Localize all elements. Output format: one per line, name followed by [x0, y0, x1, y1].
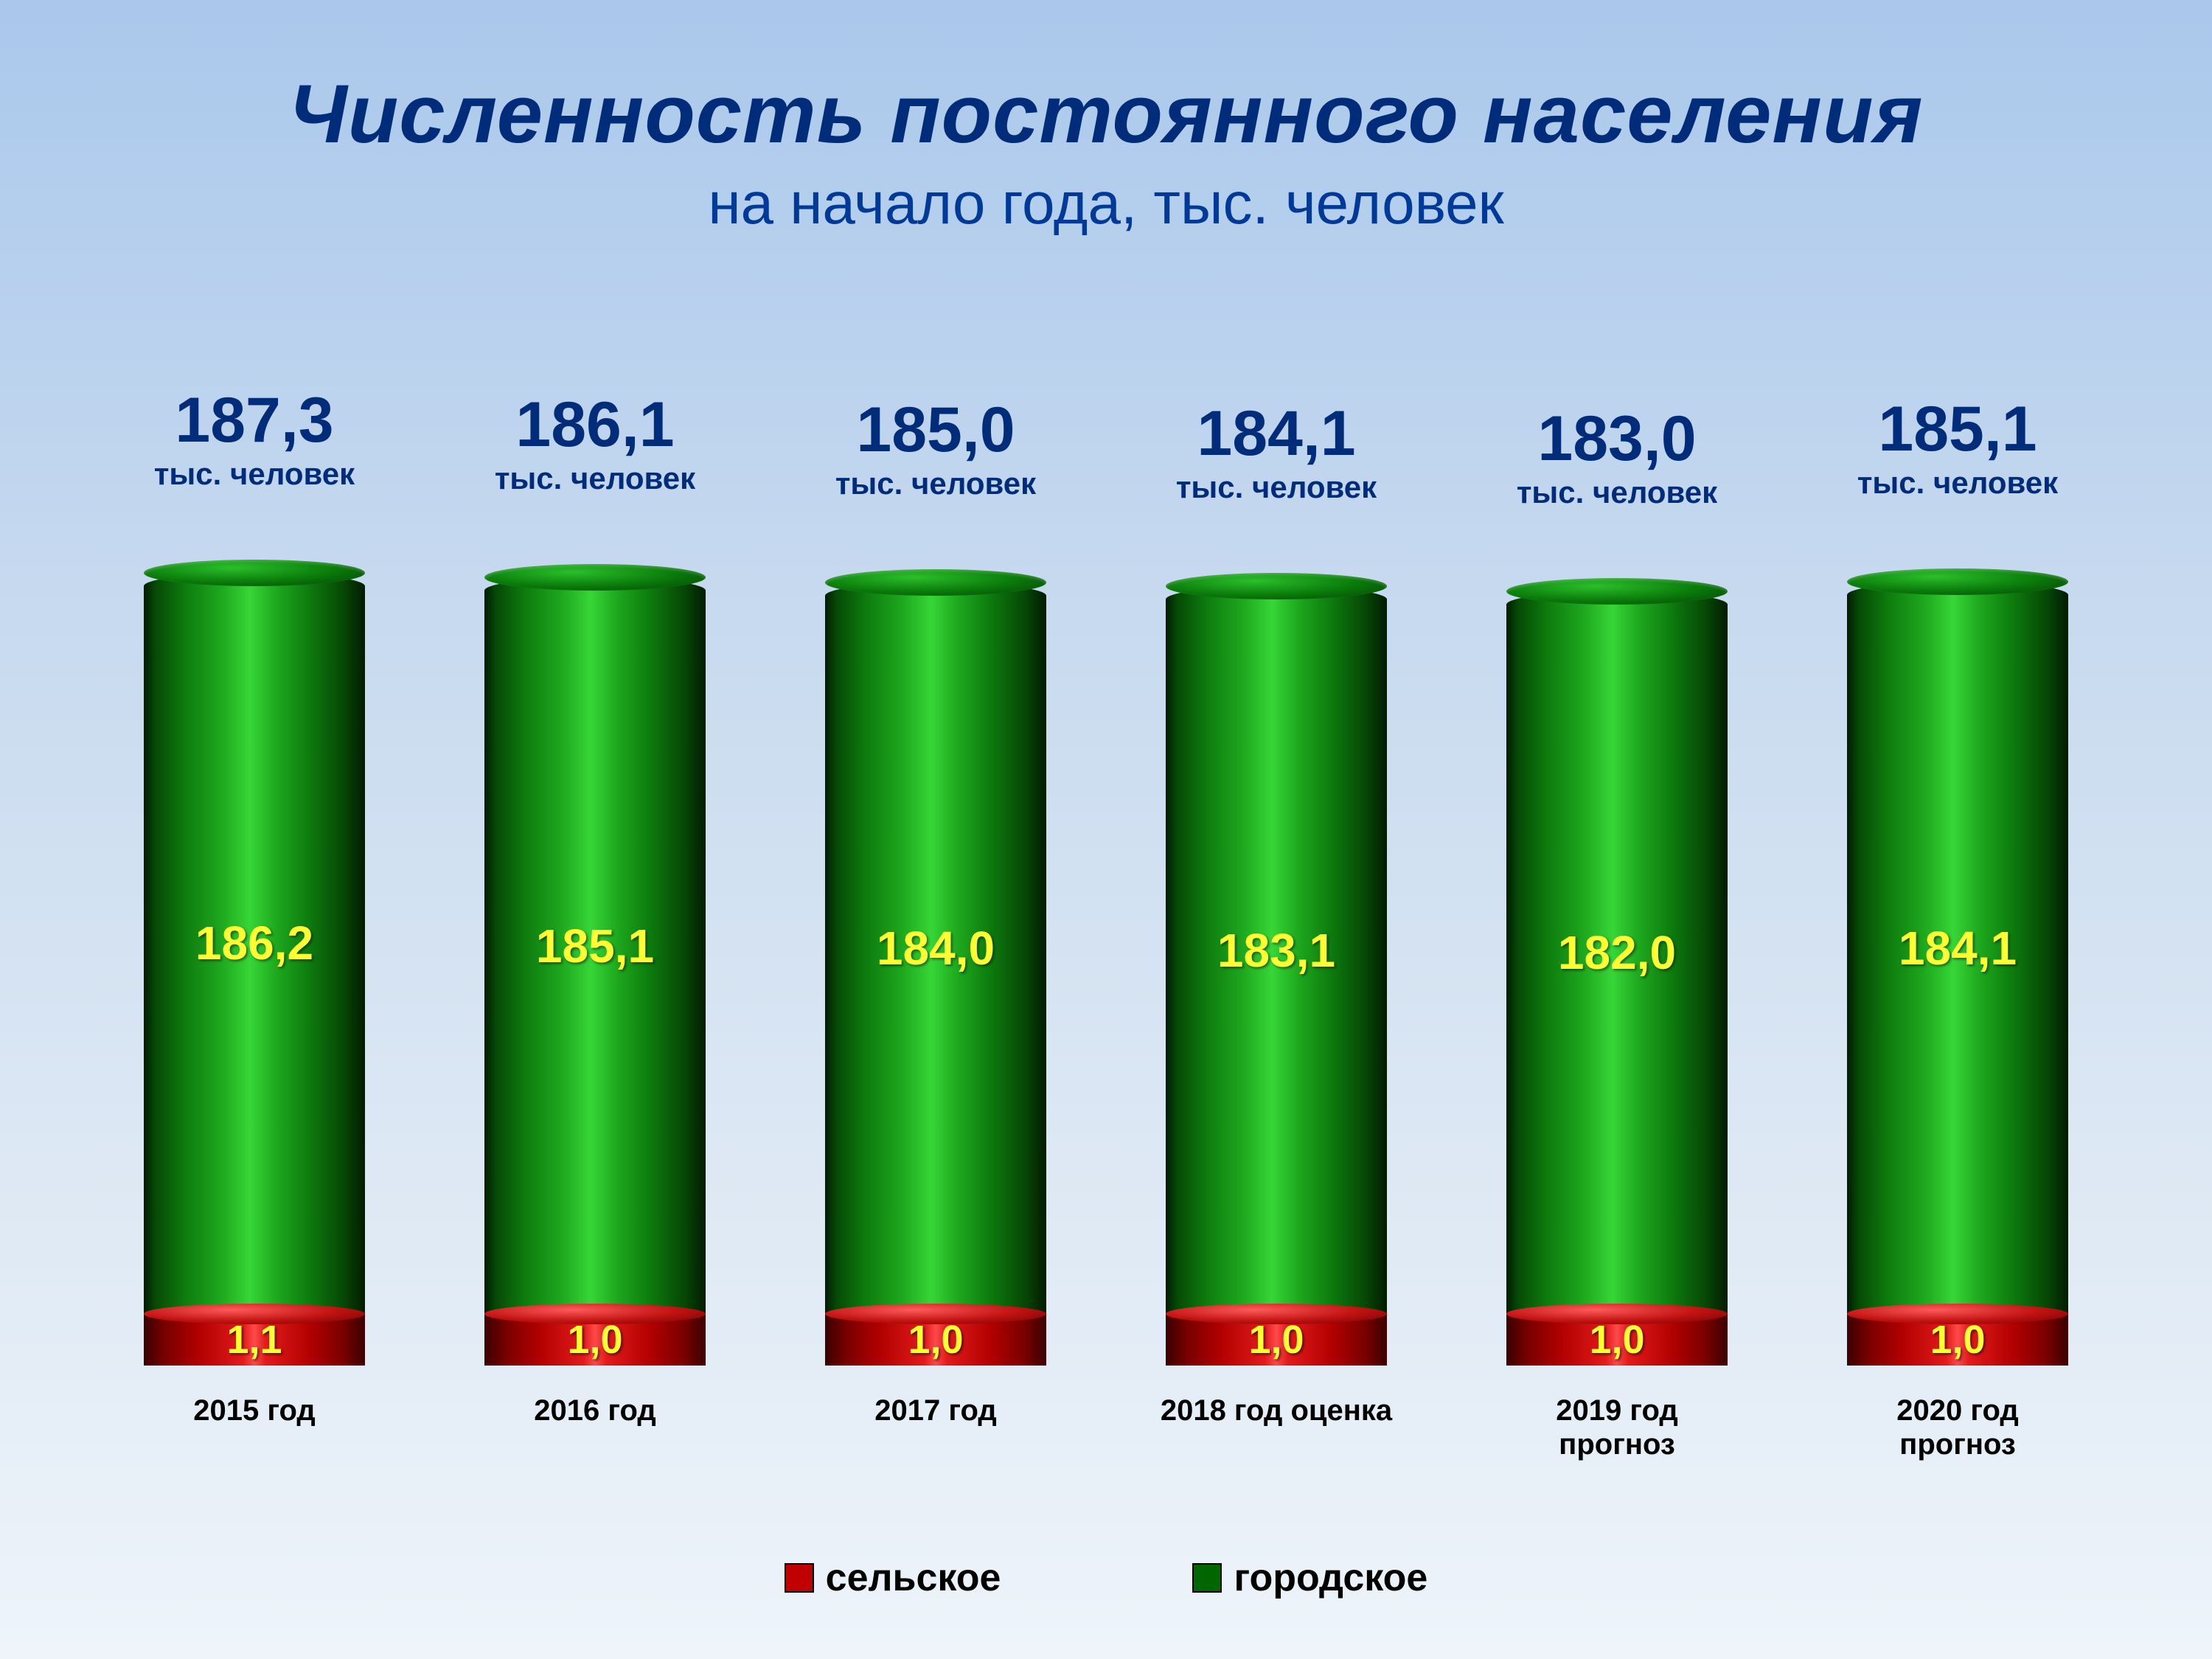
bar-total: 185,0 тыс. человек — [835, 398, 1036, 501]
legend: сельское городское — [0, 1556, 2212, 1600]
bar-total-value: 185,0 — [835, 398, 1036, 462]
cylinder: 185,1 1,0 — [484, 577, 706, 1366]
bar-total: 183,0 тыс. человек — [1517, 407, 1717, 510]
bar-total: 187,3 тыс. человек — [154, 389, 355, 492]
slide: Численность постоянного населения на нач… — [0, 0, 2212, 1659]
x-axis-label: 2015 год — [193, 1394, 316, 1467]
chart-area: 187,3 тыс. человек 186,2 1,1 2015 год 186,1 ты… — [111, 383, 2101, 1467]
bar-group: 185,0 тыс. человек 184,0 1,0 2017 год — [792, 398, 1079, 1467]
bar-total-unit: тыс. человек — [1857, 465, 2058, 501]
segment-urban: 183,1 — [1166, 586, 1387, 1314]
legend-swatch-rural — [785, 1563, 814, 1593]
x-axis-label: 2016 год — [534, 1394, 656, 1467]
bar-total-value: 186,1 — [495, 393, 695, 456]
legend-swatch-urban — [1192, 1563, 1222, 1593]
bar-total-unit: тыс. человек — [1517, 475, 1717, 510]
segment-urban: 186,2 — [144, 573, 365, 1314]
bar-total-unit: тыс. человек — [1176, 470, 1377, 505]
cylinder: 183,1 1,0 — [1166, 586, 1387, 1366]
chart-subtitle: на начало года, тыс. человек — [0, 170, 2212, 237]
cylinder: 182,0 1,0 — [1506, 591, 1728, 1366]
cylinder: 184,0 1,0 — [825, 582, 1046, 1366]
bar-total-value: 183,0 — [1517, 407, 1717, 470]
cylinder-top — [1506, 578, 1728, 605]
bar-total-unit: тыс. человек — [154, 456, 355, 492]
segment-urban-label: 184,0 — [877, 921, 995, 975]
segment-urban-label: 183,1 — [1217, 923, 1335, 978]
legend-label-rural: сельское — [826, 1556, 1001, 1600]
segment-rural-label: 1,0 — [1930, 1317, 1985, 1363]
bar-total: 184,1 тыс. человек — [1176, 402, 1377, 505]
bar-group: 184,1 тыс. человек 183,1 1,0 2018 год оценка — [1133, 402, 1420, 1467]
segment-rural-label: 1,0 — [1589, 1317, 1644, 1363]
segment-rural-label: 1,0 — [1248, 1317, 1304, 1363]
bar-total-unit: тыс. человек — [835, 466, 1036, 501]
segment-urban: 182,0 — [1506, 591, 1728, 1314]
segment-rural-label: 1,0 — [908, 1317, 963, 1363]
segment-rural: 1,0 — [484, 1314, 706, 1366]
segment-rural: 1,0 — [1506, 1314, 1728, 1366]
segment-rural: 1,0 — [1847, 1314, 2068, 1366]
cylinder: 186,2 1,1 — [144, 573, 365, 1366]
segment-urban: 184,0 — [825, 582, 1046, 1314]
bar-group: 187,3 тыс. человек 186,2 1,1 2015 год — [111, 389, 398, 1467]
legend-item-rural: сельское — [785, 1556, 1001, 1600]
x-axis-label: 2019 год прогноз — [1556, 1394, 1678, 1467]
cylinder-top — [825, 569, 1046, 596]
bar-group: 185,1 тыс. человек 184,1 1,0 2020 год прогно… — [1814, 397, 2101, 1467]
segment-urban: 185,1 — [484, 577, 706, 1314]
segment-urban: 184,1 — [1847, 582, 2068, 1314]
segment-rural: 1,0 — [1166, 1314, 1387, 1366]
bar-group: 186,1 тыс. человек 185,1 1,0 2016 год — [451, 393, 739, 1467]
legend-item-urban: городское — [1192, 1556, 1427, 1600]
bar-total-unit: тыс. человек — [495, 461, 695, 496]
chart-title: Численность постоянного населения — [0, 66, 2212, 161]
segment-rural-label: 1,0 — [567, 1317, 622, 1363]
segment-rural-label: 1,1 — [226, 1317, 282, 1363]
segment-urban-label: 182,0 — [1558, 925, 1676, 980]
segment-rural: 1,1 — [144, 1314, 365, 1366]
bar-total: 185,1 тыс. человек — [1857, 397, 2058, 501]
x-axis-label: 2018 год оценка — [1161, 1394, 1392, 1467]
bar-group: 183,0 тыс. человек 182,0 1,0 2019 год прогно… — [1473, 407, 1761, 1467]
bar-total: 186,1 тыс. человек — [495, 393, 695, 496]
cylinder-top — [144, 560, 365, 586]
legend-label-urban: городское — [1234, 1556, 1427, 1600]
x-axis-label: 2017 год — [874, 1394, 997, 1467]
x-axis-label: 2020 год прогноз — [1896, 1394, 2019, 1467]
segment-urban-label: 184,1 — [1899, 921, 2017, 975]
bar-total-value: 185,1 — [1857, 397, 2058, 461]
bar-total-value: 187,3 — [154, 389, 355, 452]
cylinder: 184,1 1,0 — [1847, 582, 2068, 1366]
segment-rural: 1,0 — [825, 1314, 1046, 1366]
bar-total-value: 184,1 — [1176, 402, 1377, 465]
segment-urban-label: 185,1 — [536, 919, 654, 973]
segment-urban-label: 186,2 — [195, 916, 313, 970]
